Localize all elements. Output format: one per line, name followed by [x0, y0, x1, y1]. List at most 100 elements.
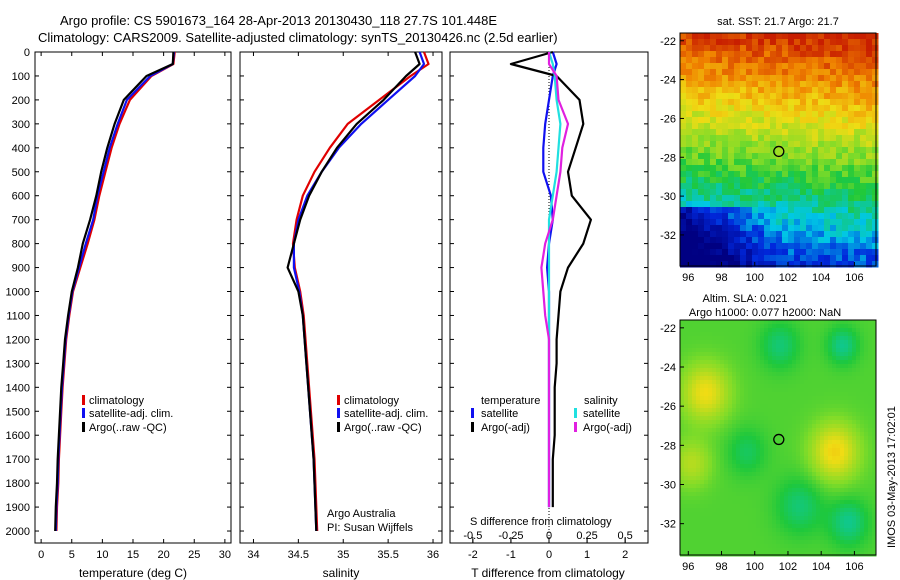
map-cell — [736, 456, 741, 461]
map-cell — [852, 384, 857, 389]
map-cell — [764, 51, 771, 58]
map-cell — [728, 460, 733, 465]
map-cell — [792, 468, 797, 473]
map-cell — [800, 123, 807, 130]
map-cell — [872, 416, 877, 421]
map-cell — [848, 440, 853, 445]
map-cell — [752, 87, 759, 94]
map-cell — [744, 440, 749, 445]
map-cell — [776, 476, 781, 481]
map-cell — [722, 255, 729, 262]
map-cell — [780, 512, 785, 517]
map-cell — [716, 201, 723, 208]
map-cell — [680, 488, 685, 493]
map-cell — [724, 332, 729, 337]
map-cell — [808, 332, 813, 337]
map-cell — [734, 105, 741, 112]
map-cell — [686, 39, 693, 46]
map-cell — [868, 460, 873, 465]
map-cell — [812, 69, 819, 76]
map-cell — [764, 111, 771, 118]
map-cell — [848, 340, 853, 345]
map-cell — [804, 412, 809, 417]
map-cell — [720, 440, 725, 445]
map-cell — [854, 87, 861, 94]
map-cell — [764, 207, 771, 214]
map-cell — [764, 243, 771, 250]
map-cell — [696, 420, 701, 425]
map-cell — [748, 552, 753, 557]
map-cell — [740, 117, 747, 124]
series-line — [540, 52, 570, 508]
map-cell — [722, 135, 729, 142]
map-cell — [836, 93, 843, 100]
map-cell — [736, 484, 741, 489]
map-cell — [812, 51, 819, 58]
map-cell — [770, 129, 777, 136]
map-cell — [812, 81, 819, 88]
map-cell — [818, 165, 825, 172]
map-cell — [768, 468, 773, 473]
map-cell — [812, 320, 817, 325]
map-cell — [804, 416, 809, 421]
map-cell — [800, 237, 807, 244]
map-cell — [868, 524, 873, 529]
map-cell — [832, 524, 837, 529]
map-cell — [848, 444, 853, 449]
map-cell — [684, 500, 689, 505]
map-cell — [752, 57, 759, 64]
map-cell — [680, 57, 687, 64]
map-cell — [688, 424, 693, 429]
map-cell — [792, 476, 797, 481]
map-cell — [736, 360, 741, 365]
map-cell — [824, 408, 829, 413]
map-cell — [728, 544, 733, 549]
map-cell — [832, 364, 837, 369]
map-cell — [848, 524, 853, 529]
map-cell — [728, 33, 735, 40]
map-cell — [866, 69, 873, 76]
map-cell — [764, 165, 771, 172]
map-cell — [768, 484, 773, 489]
map-cell — [768, 328, 773, 333]
map-cell — [808, 328, 813, 333]
map-cell — [852, 328, 857, 333]
map-cell — [840, 372, 845, 377]
map-cell — [736, 364, 741, 369]
map-cell — [776, 552, 781, 557]
map-cell — [744, 524, 749, 529]
map-cell — [744, 364, 749, 369]
map-cell — [708, 472, 713, 477]
map-cell — [722, 237, 729, 244]
map-cell — [864, 388, 869, 393]
map-cell — [872, 452, 877, 457]
map-cell — [768, 404, 773, 409]
map-cell — [868, 488, 873, 493]
map-cell — [692, 352, 697, 357]
map-cell — [792, 540, 797, 545]
map-cell — [732, 512, 737, 517]
map-cell — [824, 372, 829, 377]
map-cell — [746, 63, 753, 70]
map-cell — [848, 548, 853, 553]
map-cell — [760, 436, 765, 441]
map-cell — [692, 536, 697, 541]
map-cell — [768, 524, 773, 529]
map-cell — [722, 105, 729, 112]
map-cell — [788, 340, 793, 345]
map-cell — [764, 396, 769, 401]
map-cell — [856, 504, 861, 509]
map-cell — [872, 380, 877, 385]
map-cell — [680, 207, 687, 214]
map-cell — [700, 392, 705, 397]
map-cell — [740, 344, 745, 349]
map-cell — [832, 384, 837, 389]
map-cell — [708, 328, 713, 333]
map-cell — [724, 476, 729, 481]
map-cell — [856, 360, 861, 365]
map-cell — [720, 544, 725, 549]
map-cell — [804, 364, 809, 369]
map-cell — [752, 219, 759, 226]
map-cell — [728, 412, 733, 417]
map-cell — [680, 512, 685, 517]
